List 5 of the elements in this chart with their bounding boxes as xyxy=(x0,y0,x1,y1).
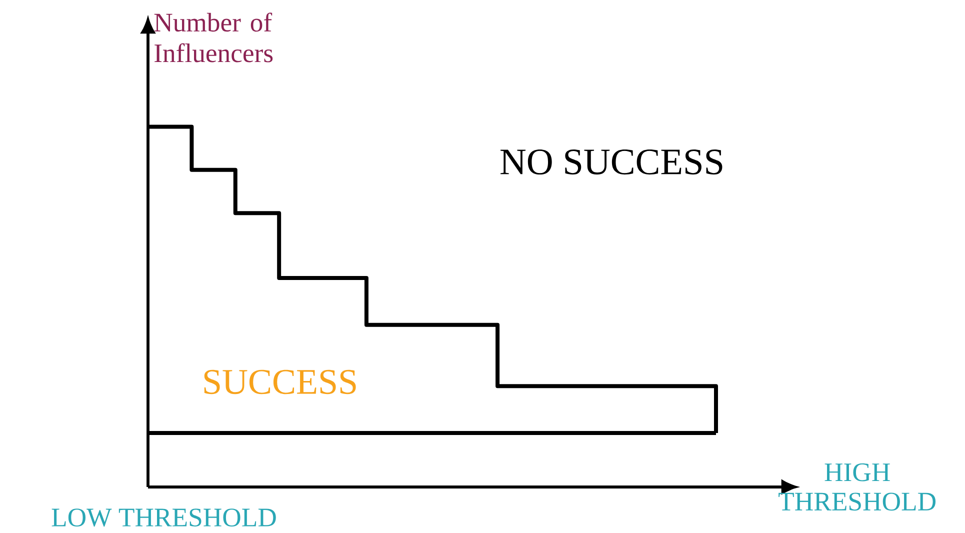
x-axis-title: HIGH THRESHOLD xyxy=(778,463,936,511)
text: LOW THRESHOLD xyxy=(52,508,276,527)
annotation: NO SUCCESS xyxy=(500,149,722,175)
annotation: SUCCESS xyxy=(204,370,356,394)
y-axis-title: Number of Influencers xyxy=(154,12,273,62)
